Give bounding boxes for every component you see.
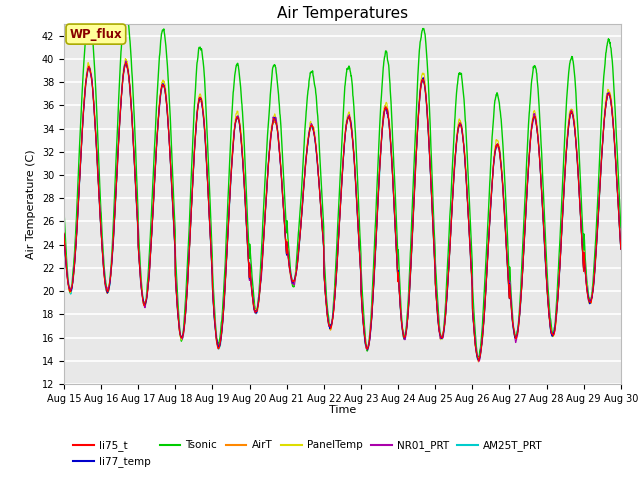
li75_t — [371, 262, 379, 267]
AirT — [60, 231, 68, 237]
li75_t — [617, 246, 625, 252]
Tsonic — [60, 208, 68, 214]
li75_t — [584, 292, 591, 298]
NR01_PRT — [359, 313, 367, 319]
li77_temp — [584, 289, 591, 295]
NR01_PRT — [475, 359, 483, 364]
li77_temp — [505, 283, 513, 289]
PanelTemp — [60, 230, 68, 236]
li75_t — [359, 312, 367, 318]
AM25T_PRT — [505, 284, 513, 290]
X-axis label: Time: Time — [329, 405, 356, 415]
NR01_PRT — [60, 230, 68, 236]
Tsonic — [216, 337, 223, 343]
li77_temp — [359, 312, 367, 318]
AirT — [359, 312, 367, 318]
AirT — [505, 284, 513, 289]
PanelTemp — [568, 107, 576, 112]
li75_t — [60, 231, 68, 237]
PanelTemp — [371, 259, 379, 265]
AM25T_PRT — [122, 60, 129, 66]
li77_temp — [60, 231, 68, 237]
AirT — [617, 247, 625, 252]
Line: li75_t: li75_t — [64, 63, 621, 360]
AM25T_PRT — [359, 313, 367, 319]
AirT — [371, 263, 379, 268]
li75_t — [475, 358, 483, 363]
Line: AirT: AirT — [64, 65, 621, 362]
li77_temp — [216, 344, 223, 349]
li77_temp — [371, 262, 379, 268]
AirT — [122, 62, 129, 68]
Line: li77_temp: li77_temp — [64, 63, 621, 360]
PanelTemp — [475, 356, 483, 361]
AM25T_PRT — [475, 358, 483, 363]
PanelTemp — [617, 242, 625, 248]
li77_temp — [122, 60, 130, 66]
AirT — [216, 344, 223, 349]
Tsonic — [584, 283, 591, 289]
Tsonic — [474, 355, 481, 361]
li75_t — [216, 343, 223, 348]
Line: Tsonic: Tsonic — [64, 11, 621, 358]
PanelTemp — [584, 288, 591, 294]
NR01_PRT — [216, 343, 223, 348]
AM25T_PRT — [371, 264, 379, 269]
PanelTemp — [505, 283, 513, 289]
li77_temp — [617, 246, 625, 252]
Tsonic — [617, 225, 625, 231]
AirT — [584, 290, 591, 296]
li77_temp — [475, 357, 483, 362]
NR01_PRT — [371, 262, 379, 268]
Legend: li75_t, li77_temp, Tsonic, AirT, PanelTemp, NR01_PRT, AM25T_PRT: li75_t, li77_temp, Tsonic, AirT, PanelTe… — [69, 436, 547, 471]
NR01_PRT — [122, 58, 130, 64]
PanelTemp — [122, 56, 129, 61]
NR01_PRT — [505, 279, 513, 285]
NR01_PRT — [584, 291, 591, 297]
Text: WP_flux: WP_flux — [70, 28, 122, 41]
AM25T_PRT — [584, 290, 591, 296]
Line: NR01_PRT: NR01_PRT — [64, 61, 621, 361]
Line: PanelTemp: PanelTemp — [64, 59, 621, 359]
Y-axis label: Air Temperature (C): Air Temperature (C) — [26, 149, 36, 259]
AM25T_PRT — [568, 109, 576, 115]
Tsonic — [359, 295, 367, 301]
AM25T_PRT — [617, 245, 625, 251]
Tsonic — [505, 262, 513, 267]
li75_t — [568, 110, 576, 116]
li75_t — [505, 282, 513, 288]
AirT — [568, 110, 576, 116]
Title: Air Temperatures: Air Temperatures — [277, 6, 408, 22]
AirT — [475, 359, 483, 365]
li77_temp — [568, 110, 576, 116]
PanelTemp — [359, 311, 367, 316]
NR01_PRT — [617, 246, 625, 252]
NR01_PRT — [568, 108, 576, 114]
li75_t — [122, 60, 130, 66]
AM25T_PRT — [60, 231, 68, 237]
AM25T_PRT — [216, 344, 223, 350]
Tsonic — [371, 236, 379, 242]
Line: AM25T_PRT: AM25T_PRT — [64, 63, 621, 360]
Tsonic — [86, 8, 93, 14]
Tsonic — [568, 55, 576, 60]
PanelTemp — [216, 344, 223, 350]
